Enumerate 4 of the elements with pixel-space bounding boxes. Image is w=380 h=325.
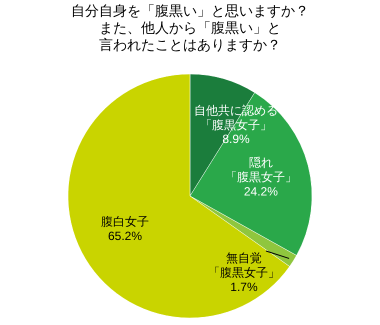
title: 自分自身を「腹黒い」と思いますか？	[71, 2, 309, 19]
data-label: 1.7%	[230, 280, 258, 294]
slice-label: 無自覚「腹黒女子」	[208, 251, 280, 280]
subtitle: また、他人から「腹黒い」と言われたことはありますか？	[99, 20, 281, 52]
